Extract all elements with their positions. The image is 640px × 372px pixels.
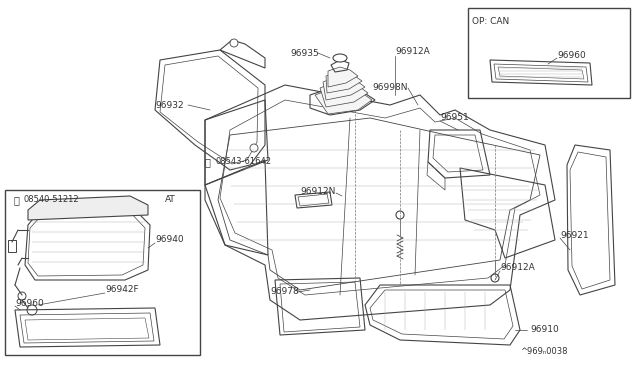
Polygon shape [328,67,358,87]
Text: 08543-61642: 08543-61642 [215,157,271,167]
Text: 96912A: 96912A [500,263,535,273]
Polygon shape [320,80,368,107]
Bar [5,190,200,355]
Text: 96960: 96960 [557,51,586,60]
Circle shape [18,292,26,300]
Text: 08540-51212: 08540-51212 [24,196,79,205]
Text: 96998N: 96998N [372,83,408,93]
Polygon shape [28,196,148,220]
Circle shape [250,144,258,152]
Text: 96978: 96978 [270,288,299,296]
Text: 96912N: 96912N [300,187,335,196]
Polygon shape [326,71,362,93]
Text: 96942F: 96942F [105,285,139,295]
Text: 96932: 96932 [155,100,184,109]
Text: ^969ₙ0038: ^969ₙ0038 [520,347,568,356]
Text: 96940: 96940 [155,235,184,244]
Circle shape [230,39,238,47]
Text: 96912A: 96912A [395,48,429,57]
Bar [8,240,16,252]
Text: Ⓢ: Ⓢ [204,157,210,167]
Bar [468,8,630,98]
Text: OP: CAN: OP: CAN [472,17,509,26]
Text: AT: AT [165,196,176,205]
Ellipse shape [333,54,347,62]
Circle shape [27,305,37,315]
Text: 96921: 96921 [560,231,589,240]
Text: 96960: 96960 [15,298,44,308]
Text: 96910: 96910 [530,326,559,334]
Text: 96951: 96951 [440,113,468,122]
Polygon shape [315,86,372,114]
Polygon shape [323,75,365,100]
Circle shape [491,274,499,282]
Circle shape [396,211,404,219]
Text: 96935: 96935 [290,48,319,58]
Text: Ⓢ: Ⓢ [13,195,19,205]
